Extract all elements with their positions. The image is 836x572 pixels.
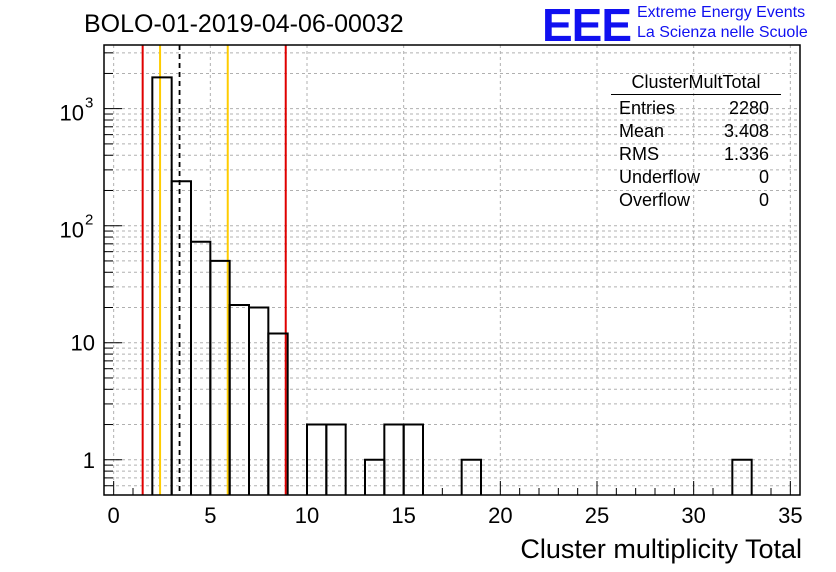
stats-label: Overflow	[619, 190, 691, 210]
stats-value: 2280	[728, 98, 769, 118]
x-tick-label: 10	[295, 503, 319, 528]
x-tick-label: 15	[391, 503, 415, 528]
stats-title: ClusterMultTotal	[611, 72, 781, 95]
histogram-bin	[325, 423, 347, 495]
stats-row: Mean 3.408	[611, 120, 781, 143]
histogram-bin	[170, 180, 192, 495]
stats-row: Underflow 0	[611, 166, 781, 189]
stats-value: 0	[758, 190, 769, 210]
stats-label: Underflow	[619, 167, 701, 187]
stats-row: Entries 2280	[611, 97, 781, 120]
y-tick-exponent: 2	[85, 212, 93, 229]
x-tick-label: 20	[488, 503, 512, 528]
x-tick-label: 0	[108, 503, 120, 528]
stats-value: 3.408	[723, 121, 769, 141]
stats-value: 0	[758, 167, 769, 187]
chart-title: BOLO-01-2019-04-06-00032	[84, 10, 404, 38]
x-tick-label: 35	[778, 503, 802, 528]
stats-label: Mean	[619, 121, 665, 141]
y-tick-label: 10	[60, 101, 84, 126]
eee-logo: EEE	[542, 0, 632, 51]
grid	[104, 45, 800, 496]
histogram-bin	[460, 458, 482, 495]
stats-row: Overflow 0	[611, 189, 781, 212]
reference-lines	[141, 45, 287, 495]
y-tick-label: 1	[83, 448, 95, 473]
histogram-bin	[731, 458, 753, 495]
histogram-bin	[151, 76, 173, 495]
histogram	[151, 76, 753, 495]
x-axis-label: Cluster multiplicity Total	[520, 534, 802, 564]
y-tick-label: 10	[71, 331, 95, 356]
logo-line-2: La Scienza nelle Scuole	[637, 24, 808, 41]
x-tick-label: 25	[585, 503, 609, 528]
x-tick-label: 30	[681, 503, 705, 528]
histogram-bin	[402, 423, 424, 495]
axis-ticks	[104, 52, 791, 496]
stats-label: Entries	[619, 98, 676, 118]
histogram-bin	[228, 304, 250, 495]
y-tick-label: 10	[60, 218, 84, 243]
x-tick-label: 5	[204, 503, 216, 528]
y-tick-exponent: 3	[85, 95, 93, 112]
stats-box: ClusterMultTotal Entries 2280 Mean 3.408…	[611, 72, 781, 212]
histogram-bin	[267, 332, 289, 495]
plot-frame	[103, 44, 801, 496]
logo-line-1: Extreme Energy Events	[637, 4, 806, 21]
stats-row: RMS 1.336	[611, 143, 781, 166]
histogram-bin	[248, 306, 270, 495]
stats-label: RMS	[619, 144, 659, 164]
stats-value: 1.336	[723, 144, 769, 164]
